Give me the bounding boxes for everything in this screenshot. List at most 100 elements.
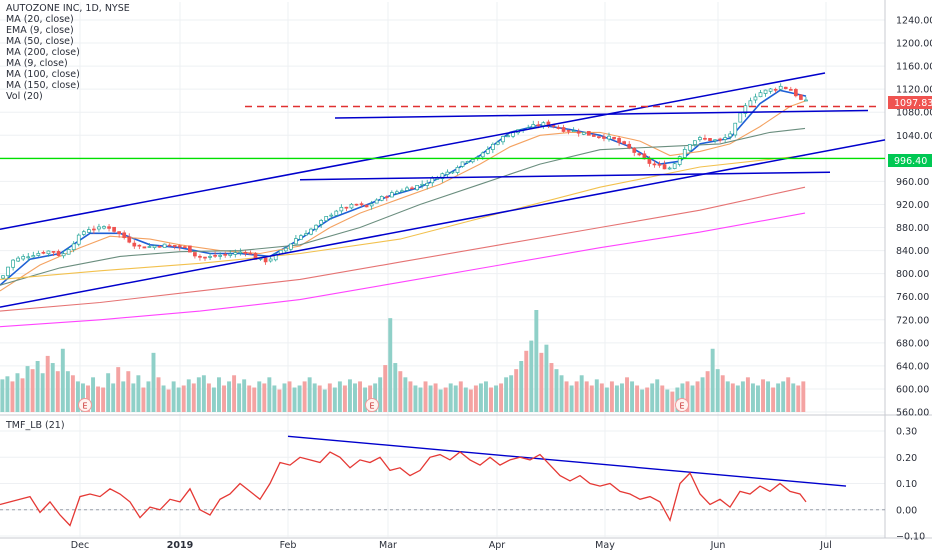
- legend-indicator[interactable]: MA (20, close): [6, 14, 74, 25]
- volume-bar: [166, 389, 171, 412]
- volume-bar: [705, 371, 710, 412]
- candle-body: [713, 139, 717, 142]
- volume-bar: [227, 381, 232, 412]
- volume-bar: [267, 377, 272, 412]
- candle-body: [314, 224, 318, 230]
- volume-bar: [146, 381, 151, 412]
- candle-body: [81, 231, 86, 235]
- volume-bar: [484, 381, 488, 412]
- candle-body: [198, 255, 202, 258]
- legend-indicator[interactable]: MA (200, close): [6, 47, 80, 58]
- volume-bar: [740, 381, 745, 412]
- volume-bar: [398, 371, 403, 412]
- candle-body: [627, 143, 632, 149]
- candle-body: [460, 161, 465, 167]
- volume-bar: [660, 385, 665, 412]
- volume-bar: [534, 310, 539, 412]
- axes: 560.00 600.00 640.00 680.00 720.00 760.00 800.…: [71, 16, 932, 552]
- volume-bar: [196, 377, 201, 412]
- volume-bar: [489, 387, 493, 412]
- legend-indicator[interactable]: EMA (9, close): [6, 25, 74, 36]
- tmf-indicator-label[interactable]: TMF_LB (21): [5, 420, 65, 431]
- candle-body: [11, 259, 15, 268]
- ma-line: [0, 100, 807, 292]
- volume-bar: [761, 379, 765, 412]
- legend-indicator[interactable]: MA (100, close): [6, 69, 80, 80]
- volume-bar: [428, 385, 433, 412]
- volume-bar: [559, 375, 564, 412]
- volume-bar: [710, 348, 715, 412]
- last-price-value: 1097.83: [894, 98, 932, 109]
- volume-bar: [539, 352, 544, 412]
- volume-bar: [101, 387, 106, 412]
- candle-body: [102, 226, 106, 229]
- y-tick-label: 600.00: [896, 384, 929, 395]
- volume-bar: [242, 379, 247, 412]
- candle-body: [339, 207, 344, 212]
- volume-bar: [5, 376, 10, 412]
- volume-bar: [413, 385, 418, 412]
- candle-body: [36, 253, 41, 256]
- legend-indicator[interactable]: MA (9, close): [6, 58, 68, 69]
- candle-body: [723, 137, 728, 140]
- legend-indicator[interactable]: MA (50, close): [6, 36, 74, 47]
- volume-bar: [65, 371, 70, 412]
- volume-bar: [378, 377, 383, 412]
- candle-body: [576, 131, 581, 134]
- volume-bar: [801, 381, 806, 412]
- candle-body: [92, 228, 96, 231]
- x-tick-label: May: [595, 540, 615, 550]
- candle-body: [799, 94, 803, 100]
- volume-bar: [388, 318, 393, 412]
- candle-body: [405, 187, 409, 191]
- volume-bar: [60, 348, 65, 412]
- candle-body: [66, 249, 71, 255]
- volume-bar: [695, 381, 700, 412]
- volume-bar: [363, 387, 368, 412]
- earnings-marker-label: E: [369, 402, 374, 411]
- candle-body: [172, 245, 177, 247]
- x-tick-label: Jul: [819, 540, 831, 550]
- candle-body: [299, 235, 303, 240]
- candle-body: [182, 246, 187, 249]
- candle-body: [177, 245, 182, 248]
- volume-bar: [725, 381, 730, 412]
- candle-body: [793, 89, 798, 97]
- tmf-y-tick-label: 0.10: [896, 479, 917, 490]
- volume-bar: [181, 385, 186, 412]
- candle-body: [788, 88, 793, 91]
- candle-body: [117, 231, 122, 235]
- candle-body: [6, 266, 10, 277]
- candle-body: [450, 171, 455, 174]
- volume-bar: [287, 381, 292, 412]
- volume-bar: [504, 377, 509, 412]
- candle-body: [76, 234, 81, 245]
- candle-body: [617, 137, 621, 143]
- y-tick-label: 760.00: [896, 292, 929, 303]
- volume-bar: [186, 379, 191, 412]
- candle-body: [597, 136, 601, 138]
- volume-bar: [574, 381, 579, 412]
- candle-body: [122, 232, 127, 238]
- volume-bar: [252, 387, 257, 412]
- candle-body: [238, 251, 243, 254]
- volume-bar: [156, 377, 161, 412]
- volume-bar: [499, 383, 504, 412]
- volume-bar: [75, 381, 80, 412]
- candle-body: [157, 245, 162, 248]
- volume-bar: [796, 385, 801, 412]
- volume-bar: [448, 383, 453, 412]
- legend-indicator[interactable]: Vol (20): [6, 91, 43, 102]
- level-price-value: 996.40: [894, 156, 927, 167]
- candle-body: [51, 251, 56, 253]
- candle-body: [501, 136, 505, 143]
- candle-body: [536, 124, 541, 127]
- legend: AUTOZONE INC, 1D, NYSE MA (20, close) EM…: [5, 3, 130, 431]
- volume-bar: [206, 383, 211, 412]
- volume-bar: [337, 381, 342, 412]
- y-tick-label: 1120.00: [896, 85, 932, 96]
- volume-bar: [494, 385, 498, 412]
- legend-indicator[interactable]: MA (150, close): [6, 80, 80, 91]
